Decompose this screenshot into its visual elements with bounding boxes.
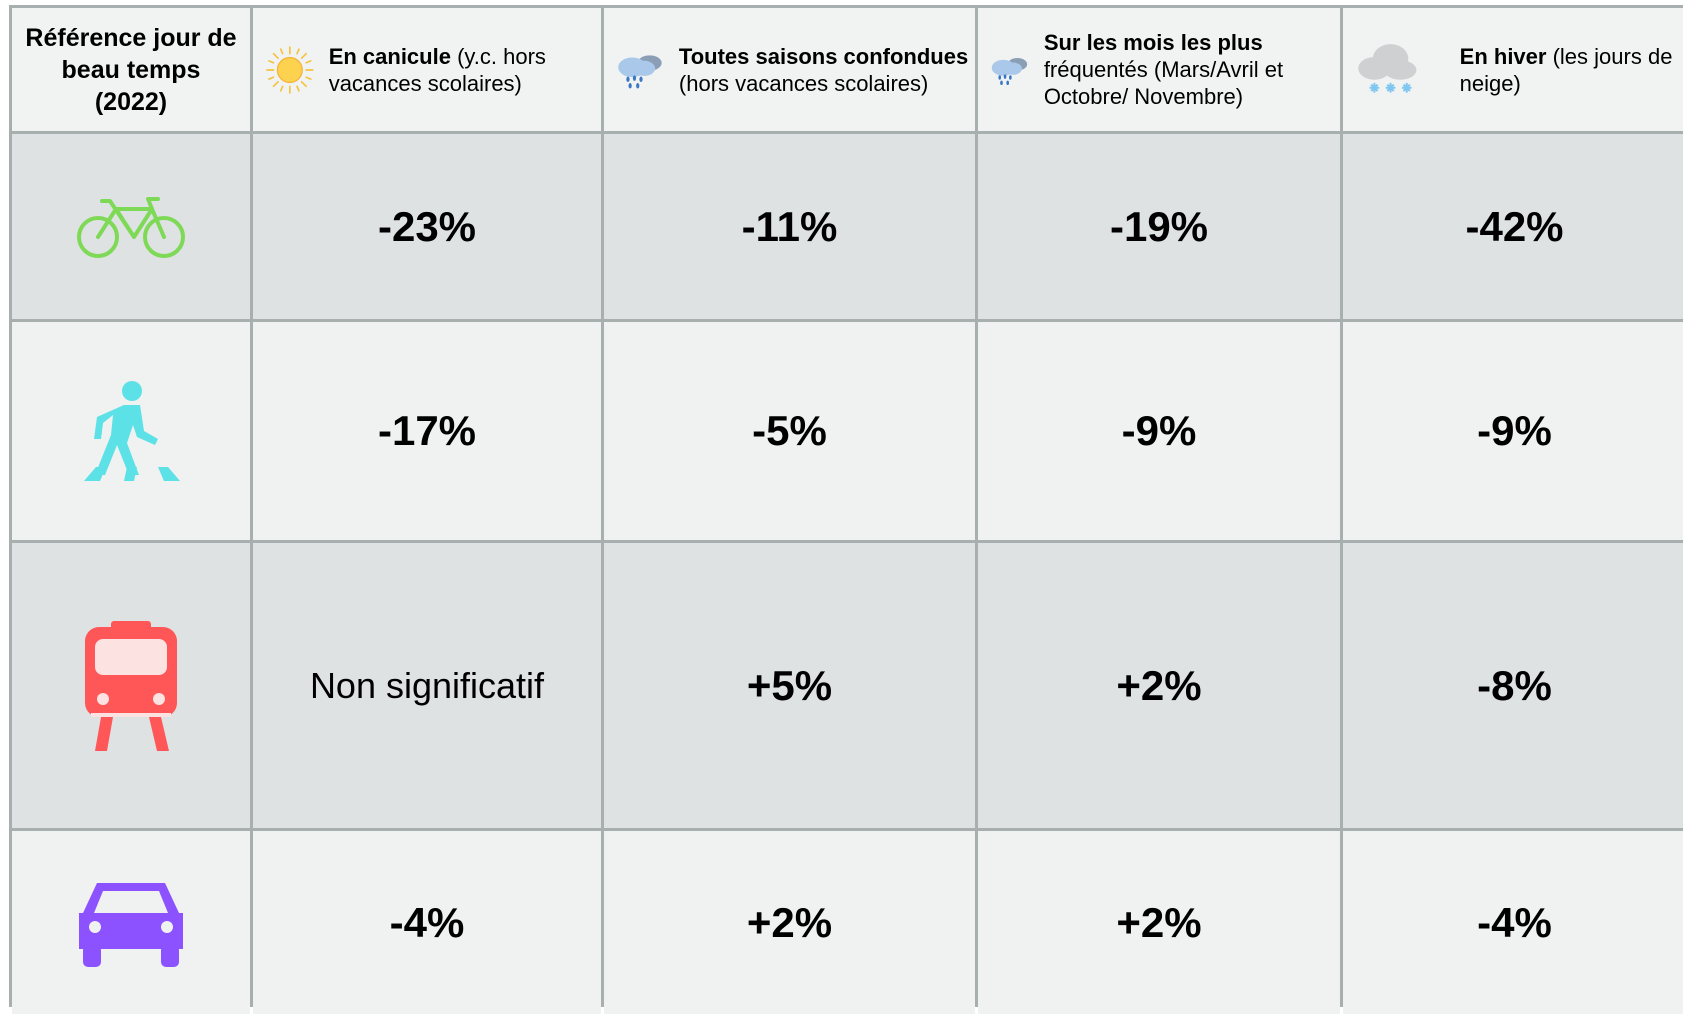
mode-cell xyxy=(12,831,250,1014)
value-cell: -9% xyxy=(978,322,1340,540)
mode-cell xyxy=(12,322,250,540)
mode-cell xyxy=(12,543,250,828)
value-cell: Non significatif xyxy=(253,543,601,828)
value-cell: -19% xyxy=(978,134,1340,319)
rain-icon xyxy=(991,57,1028,85)
header-text: Sur les mois les plus fréquentés (Mars/A… xyxy=(1044,29,1340,110)
rain-icon xyxy=(618,54,662,88)
value-cell: -9% xyxy=(1343,322,1683,540)
value-cell: -23% xyxy=(253,134,601,319)
value-cell: +2% xyxy=(604,831,975,1014)
value-cell: -5% xyxy=(604,322,975,540)
train-icon xyxy=(85,620,177,751)
header-bold: En hiver xyxy=(1459,43,1547,69)
header-cell: En canicule (y.c. hors vacances scolaire… xyxy=(253,8,601,131)
value-cell: -8% xyxy=(1343,543,1683,828)
header-normal: fréquentés (Mars/Avril et Octobre/ Novem… xyxy=(1043,57,1284,109)
header-text: Toutes saisons confondues (hors vacances… xyxy=(679,43,975,97)
header-cell: Sur les mois les plus fréquentés (Mars/A… xyxy=(978,8,1340,131)
value-cell: +2% xyxy=(978,831,1340,1014)
value-cell: +5% xyxy=(604,543,975,828)
header-bold: Sur les mois les plus xyxy=(1043,30,1263,55)
value-cell: -4% xyxy=(253,831,601,1014)
snow-icon xyxy=(1358,43,1417,93)
header-cell: En hiver (les jours de neige) xyxy=(1343,8,1683,131)
header-normal: (y.c. hors vacances scolaires) xyxy=(328,43,546,96)
value-cell: -11% xyxy=(604,134,975,319)
header-text: Référence jour de beau temps (2022) xyxy=(25,23,237,116)
value-cell: +2% xyxy=(978,543,1340,828)
value-cell: -42% xyxy=(1343,134,1683,319)
header-normal: (hors vacances scolaires) xyxy=(678,70,929,96)
mode-cell xyxy=(12,134,250,319)
header-bold: En canicule xyxy=(328,43,451,69)
header-cell: Référence jour de beau temps (2022) xyxy=(12,8,250,131)
value-cell: -17% xyxy=(253,322,601,540)
header-text: En hiver (les jours de neige) xyxy=(1460,43,1683,97)
header-bold: Toutes saisons confondues xyxy=(678,43,969,69)
value-cell: -4% xyxy=(1343,831,1683,1014)
header-text: En canicule (y.c. hors vacances scolaire… xyxy=(329,43,601,97)
car-icon xyxy=(79,882,183,967)
header-normal: (les jours de neige) xyxy=(1459,43,1673,96)
comparison-table: Référence jour de beau temps (2022) En c… xyxy=(9,5,1683,1014)
pedestrian-icon xyxy=(84,381,180,481)
header-cell: Toutes saisons confondues (hors vacances… xyxy=(604,8,975,131)
sun-icon xyxy=(266,45,314,94)
bike-icon xyxy=(77,196,185,258)
